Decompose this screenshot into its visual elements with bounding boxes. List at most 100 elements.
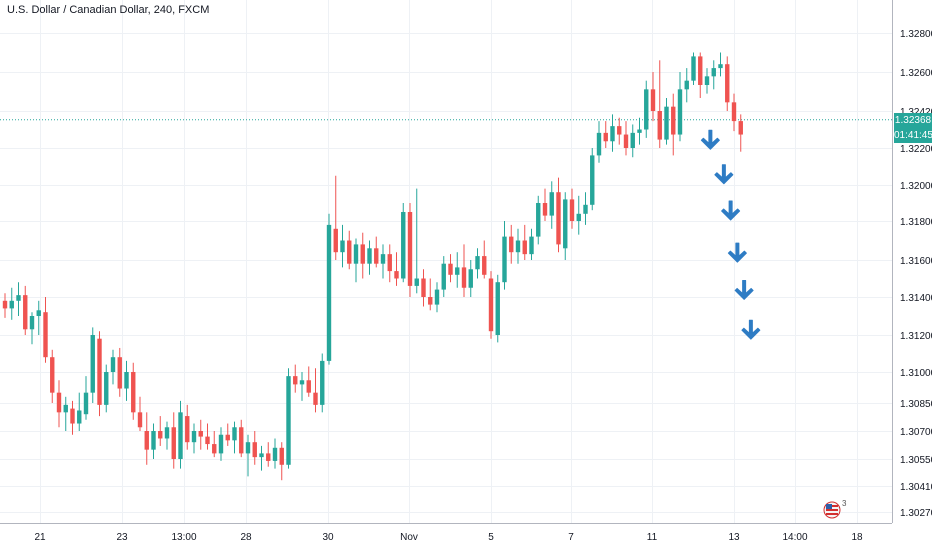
candle-body	[158, 431, 163, 439]
candle-body	[131, 372, 136, 413]
down-arrow-icon	[721, 200, 741, 221]
candle-body	[23, 295, 28, 330]
candle-body	[475, 256, 480, 270]
candle-body	[279, 447, 284, 465]
candle-body	[171, 427, 176, 459]
down-arrow-icon	[714, 164, 734, 185]
time-tick-label: 11	[647, 532, 658, 543]
candle-body	[387, 254, 392, 272]
price-tick-label: 1.31800	[900, 217, 932, 228]
candle-body	[725, 64, 730, 103]
candle-body	[509, 236, 514, 253]
candle-body	[110, 357, 116, 372]
candle-body	[320, 360, 325, 405]
price-tick-label: 1.31400	[900, 293, 932, 304]
candle-body	[50, 357, 55, 393]
candle-body	[569, 199, 575, 221]
candle-body	[36, 310, 41, 316]
candle-body	[218, 434, 224, 454]
us-flag-event-icon[interactable]: 3	[823, 499, 847, 519]
candle-body	[468, 269, 473, 288]
candle-body	[124, 372, 129, 389]
candle-body	[205, 436, 210, 445]
price-tick-label: 1.32000	[900, 181, 932, 192]
candle-body	[596, 132, 602, 156]
candle-body	[637, 129, 642, 133]
price-tick-label: 1.30410	[900, 482, 932, 493]
candle-body	[191, 431, 197, 443]
candle-body	[650, 89, 656, 111]
candle-body	[394, 271, 399, 279]
candle-body	[644, 89, 649, 130]
candle-body	[272, 447, 278, 461]
time-axis[interactable]: 21 23 13:00 28 30 Nov 5 7 11 13 14:00 18	[34, 532, 863, 543]
candle-body	[104, 372, 109, 405]
time-tick-label: 13	[728, 532, 740, 543]
candle-body	[421, 278, 426, 297]
candle-body	[428, 297, 433, 305]
price-tick-label: 1.30550	[900, 455, 932, 466]
candle-body	[77, 410, 82, 424]
candle-body	[542, 203, 548, 216]
candle-body	[502, 236, 507, 283]
price-tick-label: 1.30270	[900, 508, 932, 519]
price-tick-label: 1.32800	[900, 29, 932, 40]
candle-body	[576, 213, 581, 221]
candle-body	[455, 267, 460, 275]
bar-countdown-tag: 01:41:45	[894, 127, 932, 143]
down-arrow-icon	[727, 242, 747, 263]
price-axis[interactable]: 1.32800 1.32600 1.32420 1.32200 1.32000 1.318…	[900, 29, 932, 519]
candle-body	[590, 155, 595, 205]
candle-body	[441, 263, 446, 290]
candle-body	[691, 56, 696, 81]
candle-body	[610, 126, 615, 142]
candle-body	[340, 240, 345, 253]
candle-body	[83, 392, 89, 415]
price-tick-label: 1.31000	[900, 368, 932, 379]
time-tick-label: 5	[488, 532, 494, 543]
candle-body	[360, 244, 365, 264]
candle-body	[684, 80, 689, 90]
last-price-tag: 1.32368	[894, 112, 932, 128]
candle-body	[144, 431, 149, 450]
candle-body	[164, 427, 170, 439]
event-count-badge: 3	[842, 499, 847, 508]
price-tick-label: 1.31200	[900, 331, 932, 342]
candle-body	[380, 254, 386, 264]
candle-body	[326, 224, 332, 361]
arrows-layer	[700, 129, 761, 340]
candle-body	[367, 248, 372, 264]
candle-body	[117, 357, 122, 389]
candle-body	[630, 132, 635, 148]
candle-body	[225, 434, 230, 441]
candle-body	[704, 76, 710, 85]
candle-body	[448, 263, 453, 275]
chart-title: U.S. Dollar / Canadian Dollar, 240, FXCM	[7, 4, 210, 16]
candle-body	[97, 338, 102, 405]
candle-body	[286, 376, 291, 465]
candle-body	[556, 192, 561, 245]
candle-body	[9, 300, 14, 309]
candle-body	[353, 244, 359, 264]
candle-body	[414, 278, 419, 286]
price-tick-label: 1.30850	[900, 399, 932, 410]
candle-body	[623, 134, 629, 148]
candle-body	[515, 240, 521, 253]
candle-body	[671, 106, 676, 135]
candle-body	[2, 300, 8, 309]
candle-body	[266, 453, 271, 461]
candle-body	[407, 212, 413, 286]
candle-body	[738, 121, 743, 135]
candle-body	[178, 412, 183, 459]
candles-layer	[2, 52, 743, 481]
candle-body	[56, 392, 62, 413]
price-tick-label: 1.32600	[900, 68, 932, 79]
time-tick-label: Nov	[400, 532, 418, 543]
candle-body	[664, 106, 669, 140]
candle-body	[657, 111, 662, 140]
candle-body	[137, 412, 143, 428]
candle-body	[313, 392, 318, 405]
candle-body	[718, 64, 723, 69]
down-arrow-icon	[700, 129, 720, 150]
